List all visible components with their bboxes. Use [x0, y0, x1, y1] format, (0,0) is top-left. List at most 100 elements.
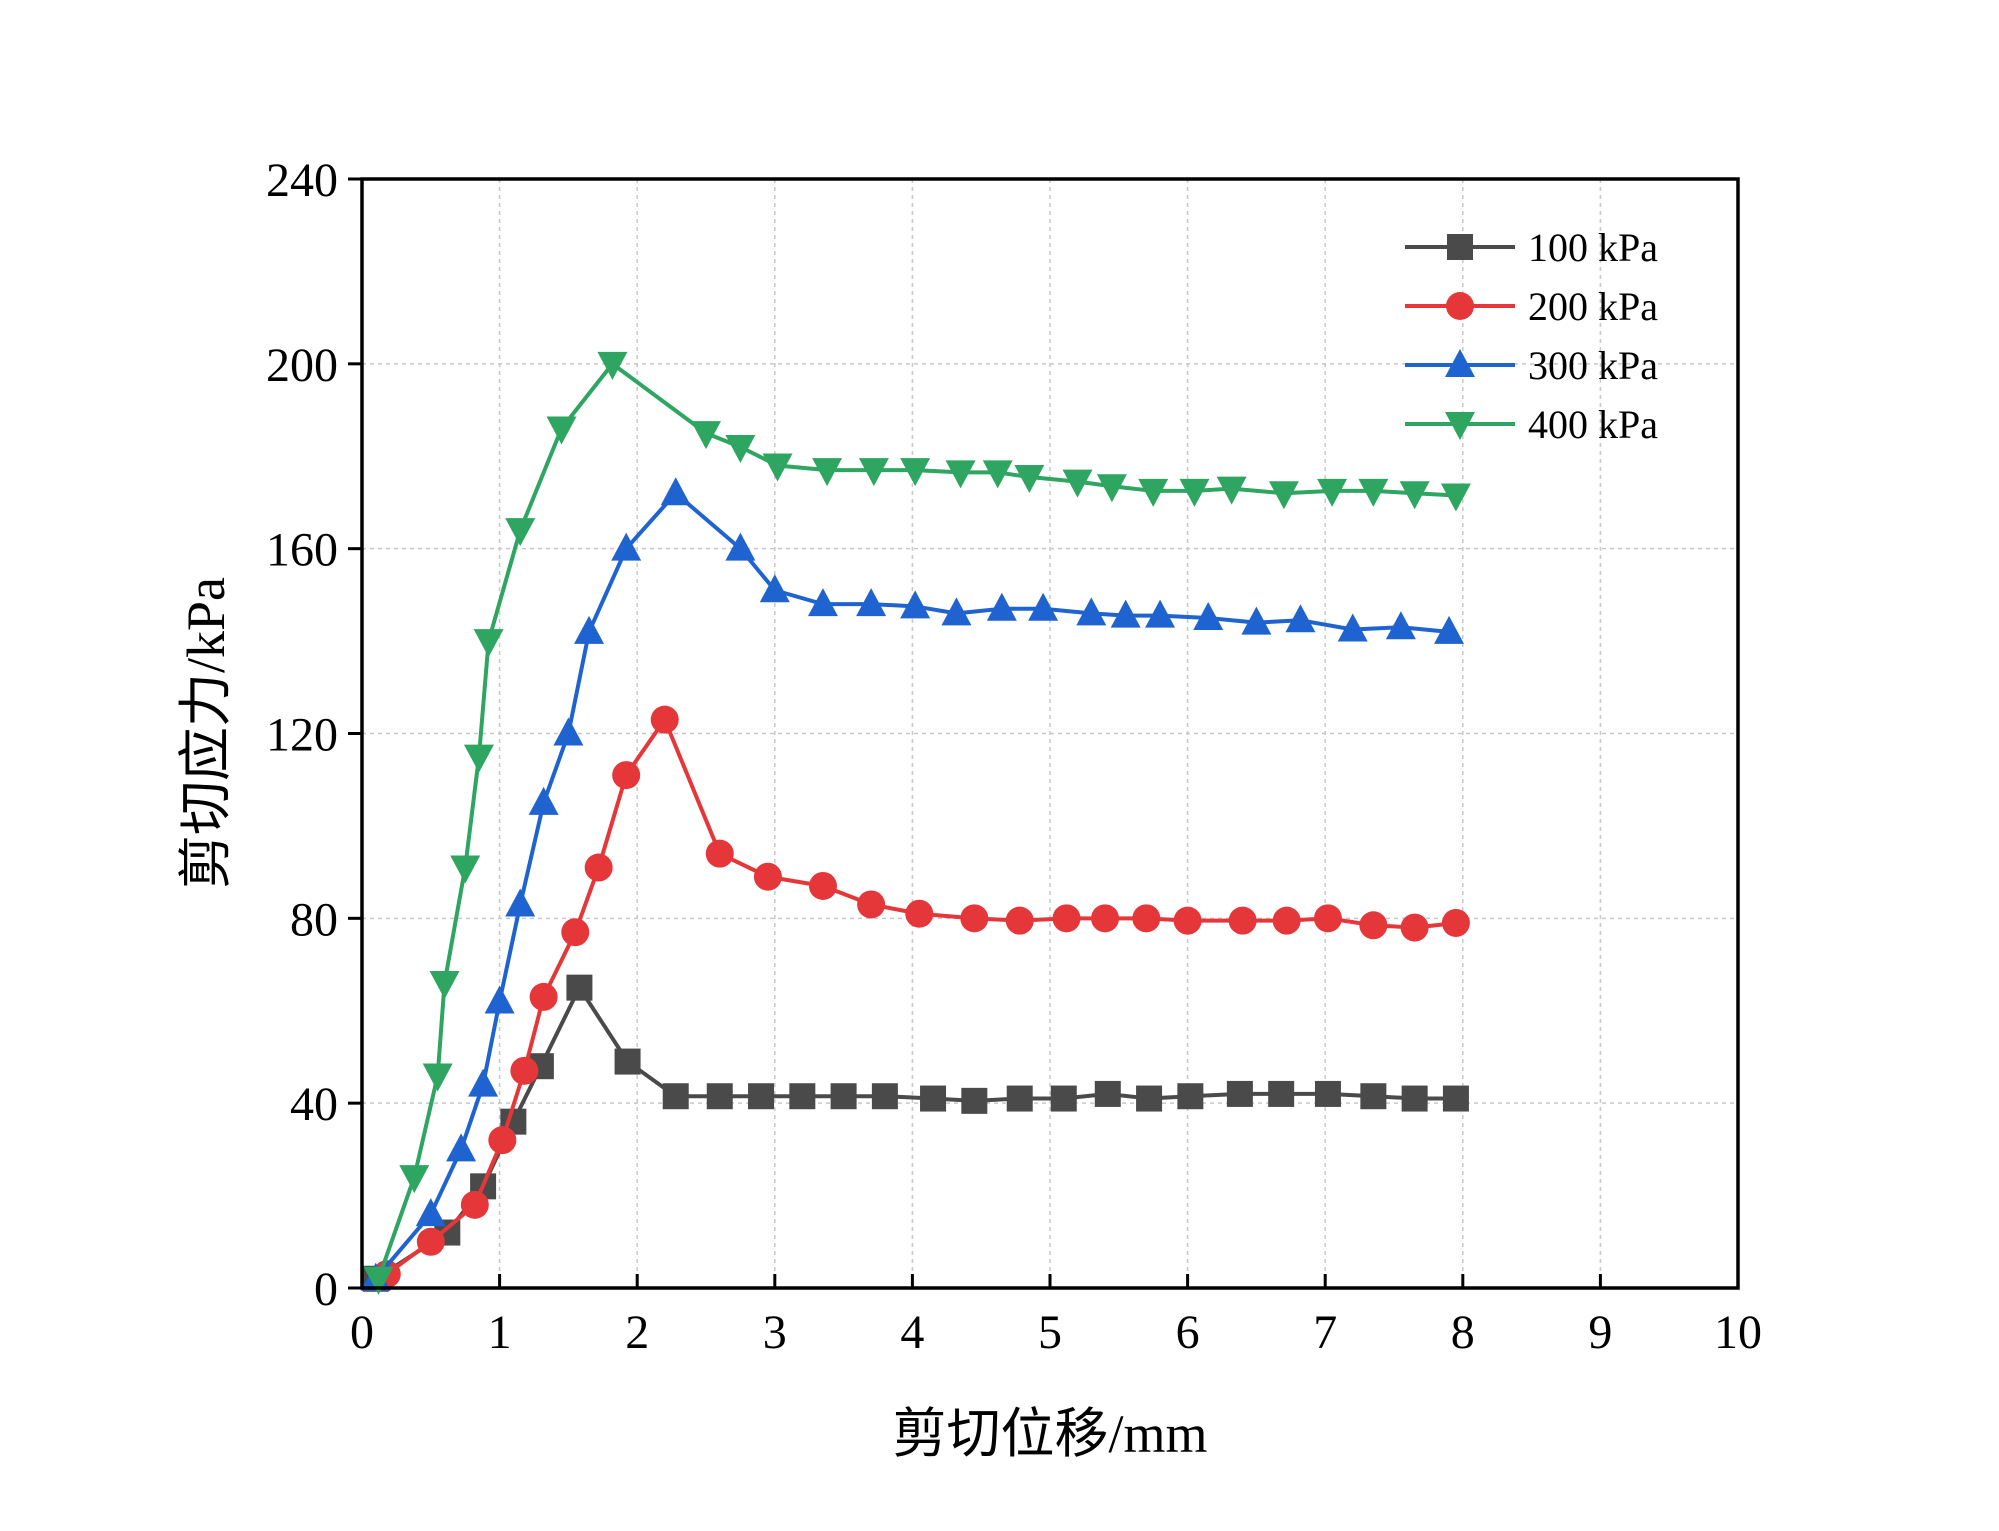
x-tick-label: 1 — [488, 1306, 512, 1359]
y-tick-label: 240 — [266, 154, 338, 207]
series-line — [374, 491, 1450, 1281]
data-point — [1006, 1085, 1033, 1112]
data-point — [566, 974, 593, 1001]
legend-label: 300 kPa — [1528, 343, 1658, 388]
y-tick-label: 120 — [266, 709, 338, 762]
data-point — [1050, 1085, 1077, 1112]
data-point — [416, 1227, 445, 1256]
data-point — [762, 453, 793, 482]
data-point — [1132, 904, 1161, 933]
data-point — [1177, 1083, 1204, 1110]
data-point — [961, 1087, 988, 1114]
data-point — [856, 588, 887, 617]
y-axis-title: 剪切应力/kPa — [176, 577, 236, 889]
data-point — [1399, 481, 1430, 510]
data-point — [468, 1068, 499, 1097]
series-0 — [362, 974, 1469, 1292]
data-point — [1401, 1085, 1428, 1112]
data-point — [759, 574, 790, 603]
data-point — [960, 904, 989, 933]
legend-label: 100 kPa — [1528, 225, 1658, 270]
data-point — [725, 435, 756, 464]
data-point — [753, 862, 782, 891]
data-point — [941, 597, 972, 626]
data-point — [1441, 908, 1470, 937]
data-point — [450, 855, 481, 884]
data-point — [399, 1165, 430, 1194]
data-point — [446, 1133, 477, 1162]
data-point — [484, 985, 515, 1014]
data-point — [460, 1190, 489, 1219]
data-point — [561, 918, 590, 947]
y-tick-label: 160 — [266, 524, 338, 577]
data-point — [529, 982, 558, 1011]
data-point — [1385, 611, 1416, 640]
data-point — [1241, 606, 1272, 635]
y-tick-label: 200 — [266, 339, 338, 392]
data-point — [1440, 483, 1471, 512]
legend-item: 200 kPa — [1405, 284, 1658, 329]
data-point — [1358, 478, 1389, 507]
data-point — [900, 590, 931, 619]
data-point — [1434, 615, 1465, 644]
data-point — [1136, 1085, 1163, 1112]
data-point — [463, 744, 494, 773]
data-point — [429, 971, 460, 1000]
data-point — [528, 786, 559, 815]
data-point — [1400, 913, 1429, 942]
data-point — [1442, 1085, 1469, 1112]
series-3 — [363, 351, 1471, 1295]
data-point — [1173, 906, 1202, 935]
data-point — [553, 717, 584, 746]
data-point — [1096, 474, 1127, 503]
series-layer — [360, 351, 1471, 1295]
legend-marker — [1445, 412, 1475, 440]
data-point — [1313, 904, 1342, 933]
data-point — [546, 416, 577, 445]
y-tick-label: 80 — [290, 893, 338, 946]
legend-marker — [1445, 349, 1475, 377]
data-point — [789, 1083, 816, 1110]
data-point — [584, 853, 613, 882]
data-point — [1028, 592, 1059, 621]
x-tick-label: 5 — [1038, 1306, 1062, 1359]
data-point — [982, 460, 1013, 489]
x-tick-label: 7 — [1313, 1306, 1337, 1359]
data-point — [1285, 604, 1316, 633]
x-tick-label: 2 — [625, 1306, 649, 1359]
data-point — [807, 588, 838, 617]
data-point — [363, 1266, 394, 1295]
legend-label: 200 kPa — [1528, 284, 1658, 329]
data-point — [945, 460, 976, 489]
data-point — [1360, 1083, 1387, 1110]
series-line — [374, 985, 1456, 1281]
data-point — [1317, 478, 1348, 507]
data-point — [905, 899, 934, 928]
data-point — [614, 1048, 641, 1075]
data-point — [1216, 476, 1247, 505]
x-tick-label: 8 — [1451, 1306, 1475, 1359]
grid — [362, 179, 1738, 1288]
data-point — [415, 1198, 446, 1227]
data-point — [505, 888, 536, 917]
data-point — [1359, 911, 1388, 940]
data-point — [1226, 1080, 1253, 1107]
data-point — [660, 477, 691, 506]
data-point — [1228, 906, 1257, 935]
data-point — [597, 351, 628, 380]
data-point — [1094, 1080, 1121, 1107]
data-point — [858, 458, 889, 487]
data-point — [1193, 601, 1224, 630]
x-axis-title: 剪切位移/mm — [892, 1404, 1207, 1464]
data-point — [1091, 904, 1120, 933]
data-point — [1062, 469, 1093, 498]
data-point — [574, 615, 605, 644]
data-point — [1014, 465, 1045, 494]
data-point — [1145, 599, 1176, 628]
data-point — [611, 532, 642, 561]
legend-item: 300 kPa — [1405, 343, 1658, 388]
data-point — [1076, 597, 1107, 626]
x-tick-label: 9 — [1588, 1306, 1612, 1359]
data-point — [691, 421, 721, 450]
